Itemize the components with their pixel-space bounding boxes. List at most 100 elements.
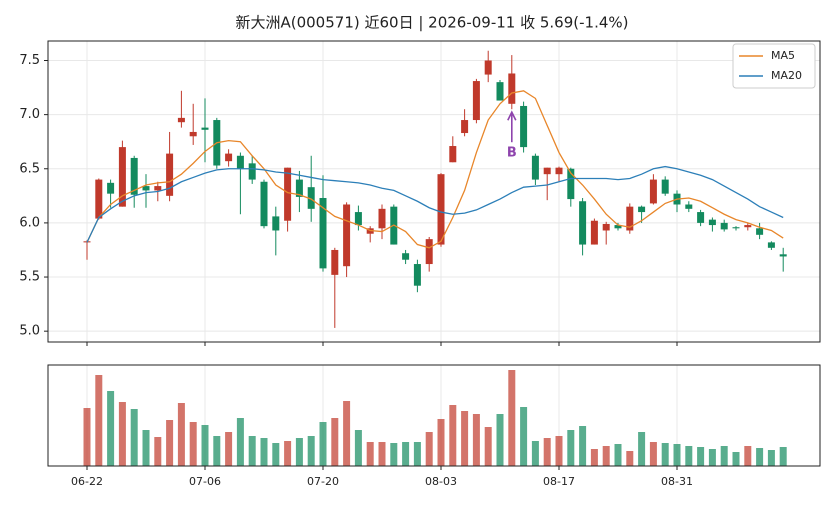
volume-bar <box>461 411 469 466</box>
candle-body <box>567 168 575 200</box>
candle-body <box>225 153 233 162</box>
candle-body <box>708 219 716 226</box>
candle-body <box>343 204 351 267</box>
volume-bar <box>638 432 646 466</box>
y-tick-label: 5.0 <box>19 324 40 339</box>
candle-body <box>744 225 752 228</box>
candle-body <box>614 225 622 229</box>
volume-bar <box>213 436 221 466</box>
volume-bar <box>107 391 115 466</box>
candle-body <box>472 81 480 121</box>
candle-body <box>720 222 728 230</box>
candle-body <box>484 60 492 75</box>
x-tick-label: 08-17 <box>543 475 575 488</box>
candle-body <box>437 174 445 245</box>
volume-bar <box>95 375 103 466</box>
volume-bar <box>378 442 386 466</box>
ma-line <box>86 90 784 249</box>
volume-bar <box>260 438 268 466</box>
y-tick-label: 6.5 <box>19 161 40 176</box>
candle-body <box>638 206 646 213</box>
x-tick-label: 08-03 <box>425 475 457 488</box>
candle-body <box>130 157 138 195</box>
candle-body <box>402 253 410 260</box>
candle-body <box>272 216 280 231</box>
candle-body <box>602 223 610 231</box>
candle-body <box>767 242 775 248</box>
volume-bar <box>767 450 775 466</box>
candle-body <box>425 239 433 265</box>
candle-body <box>520 105 528 148</box>
volume-bar <box>555 436 563 466</box>
candle-body <box>508 73 516 104</box>
volume-bar <box>413 442 421 466</box>
volume-bar <box>295 438 303 466</box>
volume-bar <box>142 430 150 466</box>
candle-body <box>413 264 421 286</box>
volume-bar <box>649 442 657 466</box>
volume-bar <box>685 446 693 466</box>
volume-bar <box>236 418 244 466</box>
candle-body <box>142 186 150 191</box>
chart-title: 新大洲A(000571) 近60日 | 2026-09-11 收 5.69(-1… <box>235 14 628 32</box>
candle-body <box>319 197 327 269</box>
y-tick-label: 5.5 <box>19 270 40 285</box>
volume-bar <box>284 441 292 466</box>
candle-body <box>189 131 197 137</box>
y-tick-label: 7.5 <box>19 53 40 68</box>
volume-bar <box>437 419 445 466</box>
volume-bar <box>579 426 587 466</box>
x-tick-label: 08-31 <box>661 475 693 488</box>
volume-bar <box>354 430 362 466</box>
candle-body <box>626 206 634 231</box>
candle-body <box>531 155 539 180</box>
volume-bar <box>83 408 91 466</box>
volume-bar <box>744 446 752 466</box>
volume-bar <box>154 437 162 466</box>
volume-bar <box>614 444 622 466</box>
volume-bar <box>756 448 764 466</box>
y-tick-label: 7.0 <box>19 107 40 122</box>
volume-bar <box>626 451 634 466</box>
candle-body <box>579 201 587 245</box>
candle-body <box>95 179 103 219</box>
volume-bar <box>189 422 197 466</box>
volume-bar <box>484 427 492 466</box>
volume-bar <box>425 432 433 466</box>
candle-body <box>236 155 244 169</box>
candle-body <box>496 82 504 101</box>
ma-line <box>86 165 784 243</box>
volume-bar <box>225 432 233 466</box>
volume-bar <box>543 438 551 466</box>
y-tick-label: 6.0 <box>19 215 40 230</box>
volume-bar <box>177 403 185 466</box>
candle-body <box>449 146 457 163</box>
legend-box <box>732 43 816 89</box>
candle-body <box>201 127 209 130</box>
volume-bar <box>130 409 138 466</box>
annotation-arrowhead <box>507 110 517 121</box>
candle-body <box>590 220 598 245</box>
candle-body <box>756 228 764 235</box>
candle-body <box>118 147 126 207</box>
volume-bar <box>201 425 209 466</box>
candle-body <box>779 254 787 257</box>
volume-bar <box>673 444 681 466</box>
candle-body <box>260 181 268 227</box>
candle-body <box>107 182 115 194</box>
volume-bar <box>402 442 410 466</box>
volume-bar <box>390 443 398 466</box>
volume-bar <box>449 405 457 466</box>
annotation-label: B <box>507 146 517 161</box>
volume-bar <box>331 418 339 466</box>
volume-bar <box>697 447 705 466</box>
candle-body <box>732 227 740 229</box>
volume-bar <box>567 430 575 466</box>
candle-body <box>166 153 174 196</box>
volume-bar <box>472 414 480 466</box>
candle-body <box>649 179 657 204</box>
volume-bar <box>732 452 740 466</box>
volume-bar <box>307 436 315 466</box>
candle-body <box>661 179 669 194</box>
